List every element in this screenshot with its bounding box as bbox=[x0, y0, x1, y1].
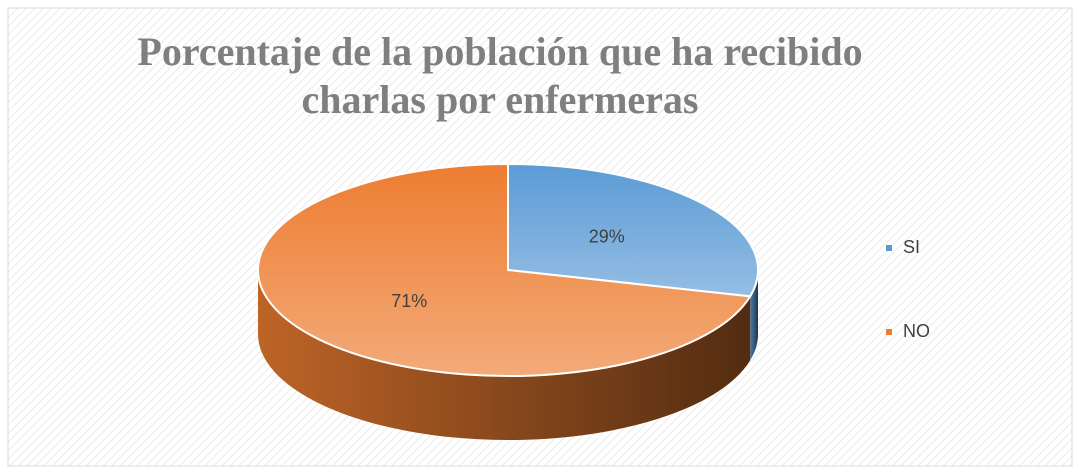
legend: SI NO bbox=[886, 237, 930, 341]
pie-side-shade bbox=[750, 270, 758, 361]
legend-label: SI bbox=[903, 237, 920, 257]
chart-title: Porcentaje de la población que ha recibi… bbox=[137, 29, 863, 122]
data-label: 71% bbox=[391, 291, 427, 311]
pie-side-shade bbox=[258, 270, 751, 441]
pie-slice-gloss bbox=[508, 164, 758, 297]
legend-label: NO bbox=[903, 321, 930, 341]
pie: 29% 71% bbox=[257, 162, 759, 441]
legend-marker bbox=[886, 329, 892, 335]
legend-marker bbox=[886, 245, 892, 251]
pie-slice-gloss bbox=[258, 164, 751, 377]
data-label: 29% bbox=[589, 226, 625, 246]
